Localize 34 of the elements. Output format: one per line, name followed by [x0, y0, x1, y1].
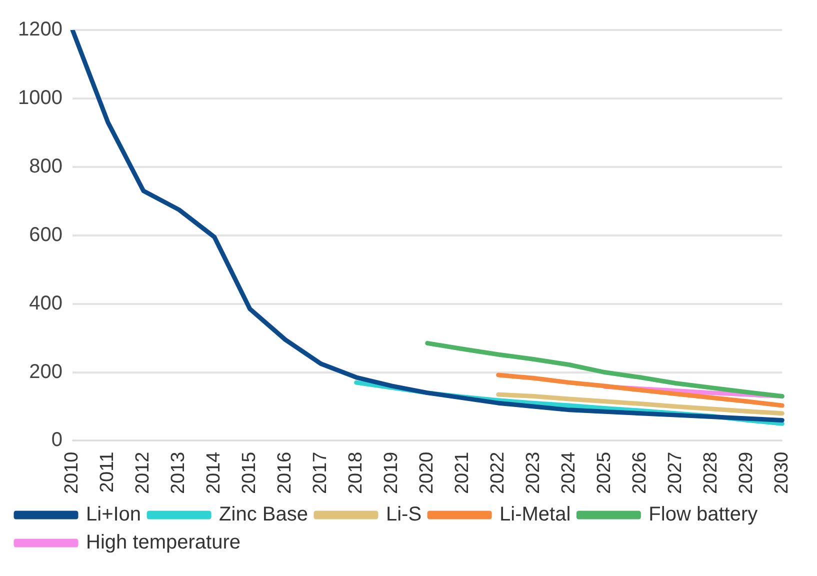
legend-label: Li+Ion: [86, 504, 142, 526]
x-tick-label: 2016: [274, 452, 296, 494]
legend-label: Li-S: [386, 504, 422, 526]
x-tick-label: 2017: [310, 452, 332, 494]
x-tick-label: 2026: [629, 452, 650, 494]
x-tick-label: 2011: [97, 452, 118, 493]
y-tick-label: 800: [29, 155, 62, 178]
legend-label: Li-Metal: [500, 504, 571, 526]
x-tick-label: 2018: [346, 452, 367, 494]
y-tick-label: 600: [29, 224, 62, 246]
x-tick-label: 2027: [664, 452, 686, 494]
x-tick-label: 2028: [700, 452, 722, 494]
x-tick-label: 2022: [488, 452, 509, 494]
x-tick-label: 2029: [736, 452, 757, 494]
legend-label: High temperature: [86, 532, 241, 554]
x-tick-label: 2010: [62, 452, 83, 494]
x-tick-label: 2021: [452, 452, 474, 494]
x-tick-label: 2015: [239, 452, 260, 494]
x-tick-label: 2023: [523, 452, 544, 494]
x-tick-label: 2020: [416, 452, 438, 494]
x-tick-label: 2025: [594, 452, 616, 494]
y-tick-label: 0: [51, 429, 62, 452]
y-tick-label: 200: [29, 360, 62, 383]
y-tick-label: 400: [29, 292, 62, 314]
x-tick-label: 2024: [558, 451, 580, 494]
y-tick-label: 1200: [18, 18, 62, 41]
x-tick-label: 2030: [771, 452, 792, 494]
y-tick-label: 1000: [18, 86, 62, 109]
x-tick-label: 2012: [132, 452, 154, 494]
x-tick-label: 2014: [204, 451, 225, 494]
x-tick-label: 2013: [168, 452, 190, 494]
legend-label: Flow battery: [648, 504, 758, 526]
x-tick-label: 2019: [381, 452, 402, 494]
legend-label: Zinc Base: [219, 504, 308, 526]
